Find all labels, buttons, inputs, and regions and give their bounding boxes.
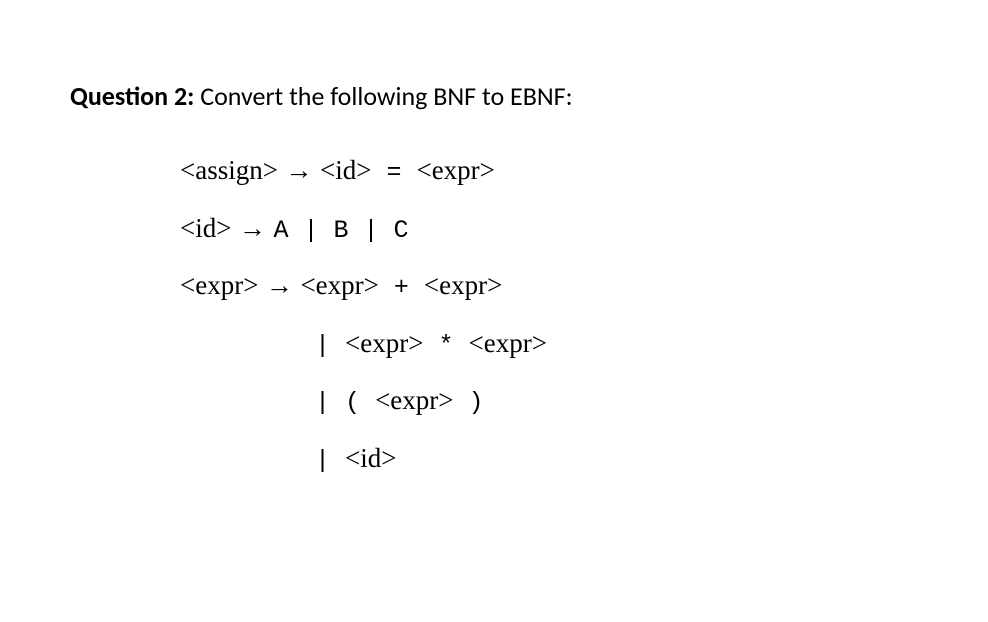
grammar-line-2: <id> → A | B | C <box>180 200 918 258</box>
grammar-line-5: | ( <expr> ) <box>180 372 918 430</box>
arrow-icon: → <box>231 213 273 243</box>
grammar-line-3: <expr> → <expr> + <expr> <box>180 257 918 315</box>
nonterminal-expr: <expr> <box>180 270 258 300</box>
alternatives: A | B | C <box>273 216 408 245</box>
equals-symbol: = <box>371 158 416 187</box>
pipe-symbol: | <box>315 446 345 475</box>
nonterminal-expr: <expr> <box>300 270 378 300</box>
nonterminal-id: <id> <box>180 213 231 243</box>
nonterminal-expr: <expr> <box>416 155 494 185</box>
nonterminal-expr: <expr> <box>375 385 453 415</box>
nonterminal-assign: <assign> <box>180 155 278 185</box>
pipe-symbol: | <box>315 388 345 417</box>
nonterminal-id: <id> <box>345 443 396 473</box>
indent <box>180 331 315 360</box>
arrow-icon: → <box>278 155 320 185</box>
question-label: Question 2: <box>70 80 194 112</box>
nonterminal-expr: <expr> <box>424 270 502 300</box>
open-paren: ( <box>345 388 375 417</box>
document-container: Question 2: Convert the following BNF to… <box>0 0 988 567</box>
star-symbol: * <box>423 331 468 360</box>
indent <box>180 446 315 475</box>
grammar-line-1: <assign> → <id> = <expr> <box>180 142 918 200</box>
grammar-line-4: | <expr> * <expr> <box>180 315 918 373</box>
close-paren: ) <box>454 388 484 417</box>
arrow-icon: → <box>258 270 300 300</box>
plus-symbol: + <box>379 273 424 302</box>
nonterminal-expr: <expr> <box>469 328 547 358</box>
question-text: Convert the following BNF to EBNF: <box>194 80 572 112</box>
question-header: Question 2: Convert the following BNF to… <box>70 80 918 112</box>
nonterminal-expr: <expr> <box>345 328 423 358</box>
grammar-line-6: | <id> <box>180 430 918 488</box>
nonterminal-id: <id> <box>320 155 371 185</box>
indent <box>180 388 315 417</box>
grammar-block: <assign> → <id> = <expr> <id> → A | B | … <box>180 142 918 487</box>
pipe-symbol: | <box>315 331 345 360</box>
